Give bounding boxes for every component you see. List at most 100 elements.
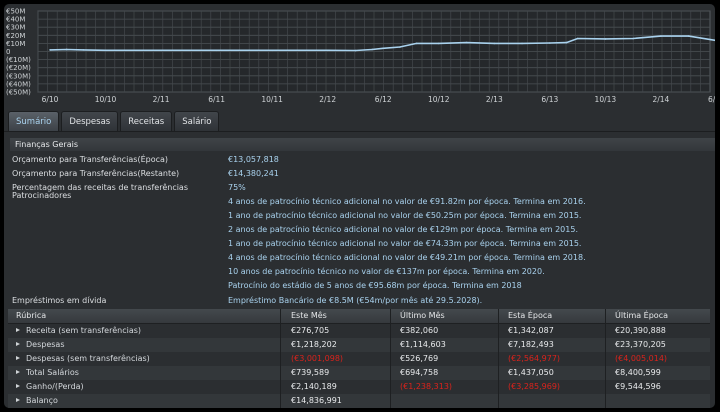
x-tick-label: 10/13	[595, 95, 617, 104]
expand-arrow-icon[interactable]	[16, 397, 20, 402]
table-cell: €739,589	[291, 368, 330, 377]
table-row[interactable]: Receita (sem transferências) €276,705 €382…	[8, 324, 710, 338]
tab-bar: Sumário Despesas Receitas Salário	[8, 111, 221, 131]
column-divider	[498, 309, 499, 323]
finance-row: 4 anos de patrocínio técnico adicional n…	[8, 252, 708, 264]
table-cell: (€1,238,313)	[400, 382, 453, 391]
tab-expenses[interactable]: Despesas	[61, 111, 119, 131]
table-cell: €1,114,603	[400, 340, 446, 349]
table-row[interactable]: Despesas (sem transferências) (€3,001,098…	[8, 352, 710, 366]
data-point	[660, 35, 662, 37]
table-row[interactable]: Total Salários €739,589 €694,758 €1,437,050…	[8, 366, 710, 380]
finance-row-value: Patrocínio do estádio de 5 anos de €95.6…	[228, 281, 522, 290]
finance-row-value: 4 anos de patrocínio técnico adicional n…	[228, 197, 586, 206]
tab-income[interactable]: Receitas	[120, 111, 173, 131]
finance-row-value: 2 anos de patrocínio técnico adicional n…	[228, 225, 578, 234]
expand-arrow-icon[interactable]	[16, 341, 20, 346]
expand-arrow-icon[interactable]	[16, 383, 20, 388]
finance-row-value: 75%	[228, 183, 246, 192]
table-cell: €1,218,202	[291, 340, 337, 349]
column-divider	[390, 338, 391, 352]
column-divider	[390, 309, 391, 323]
data-point	[82, 49, 85, 51]
table-row-label-cell: Receita (sem transferências)	[16, 324, 141, 338]
data-point	[271, 49, 273, 52]
data-point	[565, 41, 568, 44]
x-tick-label: 2/11	[153, 95, 170, 104]
table-cell: €23,370,205	[615, 340, 666, 349]
table-row-label-cell: Balanço	[16, 394, 58, 408]
column-divider	[605, 380, 606, 394]
finance-row-value: 1 ano de patrocínio técnico adicional no…	[228, 239, 582, 248]
table-cell: €694,758	[400, 368, 439, 377]
table-row-label: Despesas (sem transferências)	[26, 354, 150, 363]
finance-row: 2 anos de patrocínio técnico adicional n…	[8, 224, 708, 236]
table-cell: (€4,005,014)	[615, 354, 668, 363]
finance-row-value: 1 ano de patrocínio técnico adicional no…	[228, 211, 582, 220]
table-cell: €382,060	[400, 326, 439, 335]
table-cell: €14,836,991	[291, 396, 342, 405]
tab-summary[interactable]: Sumário	[8, 111, 60, 131]
finance-row-value: €13,057,818	[228, 155, 279, 164]
y-tick-label: €40M	[6, 16, 25, 24]
expand-arrow-icon[interactable]	[16, 327, 20, 332]
column-divider	[280, 309, 281, 323]
column-divider	[498, 394, 499, 408]
finance-row-label: Empréstimos em dívida	[12, 296, 107, 305]
finance-window: €50M €40M €30M €20M €10M 0 (€10M) (€20M) (€30M)(…	[4, 4, 715, 408]
table-header: Rúbrica Este Mês Último Mês Esta Época Ú…	[8, 309, 710, 324]
table-cell: (€3,285,969)	[508, 382, 561, 391]
x-tick-label: 10/12	[428, 95, 450, 104]
data-point	[160, 49, 162, 52]
column-divider	[498, 352, 499, 366]
finance-row: 10 anos de patrocínio técnico no valor d…	[8, 266, 708, 278]
table-cell: €526,769	[400, 354, 439, 363]
column-divider	[390, 394, 391, 408]
table-cell: €20,390,888	[615, 326, 666, 335]
column-header-this-season[interactable]: Esta Época	[508, 311, 553, 320]
column-divider	[280, 352, 281, 366]
y-tick-label: €10M	[6, 40, 25, 48]
column-divider	[498, 380, 499, 394]
column-divider	[605, 324, 606, 338]
table-row-label: Receita (sem transferências)	[26, 326, 142, 335]
table-cell: €7,182,493	[508, 340, 554, 349]
column-divider	[498, 338, 499, 352]
column-divider	[498, 324, 499, 338]
data-point	[104, 49, 107, 52]
data-point	[415, 42, 418, 45]
column-divider	[280, 394, 281, 408]
table-cell: (€3,001,098)	[291, 354, 344, 363]
finance-row-value: 10 anos de patrocínio técnico no valor d…	[228, 267, 545, 276]
column-divider	[280, 366, 281, 380]
data-point	[326, 49, 329, 52]
expand-arrow-icon[interactable]	[16, 369, 20, 374]
column-header-last-month[interactable]: Último Mês	[400, 311, 445, 320]
table-row-label: Despesas	[26, 340, 65, 349]
data-point	[49, 49, 51, 51]
finance-row-label: Orçamento para Transferências(Restante)	[12, 169, 180, 178]
y-tick-label: 0	[6, 48, 10, 56]
data-point	[521, 42, 523, 45]
data-point	[65, 48, 68, 51]
column-divider	[390, 380, 391, 394]
table-row[interactable]: Balanço €14,836,991	[8, 394, 710, 408]
column-header-this-month[interactable]: Este Mês	[291, 311, 327, 320]
column-header-item[interactable]: Rúbrica	[16, 311, 47, 320]
table-row[interactable]: Despesas €1,218,202 €1,114,603 €7,182,493 €2…	[8, 338, 710, 352]
table-cell: €1,437,050	[508, 368, 554, 377]
finance-row: 1 ano de patrocínio técnico adicional no…	[8, 238, 708, 250]
y-tick-label: €30M	[6, 24, 25, 32]
tab-divider	[4, 131, 715, 132]
balance-chart-svg: €50M€40M€30M€20M€10M0(€10M)(€20M)(€30M)(…	[6, 8, 715, 104]
series-line	[49, 35, 715, 52]
column-header-last-season[interactable]: Última Época	[615, 311, 669, 320]
finance-row: Patrocínio do estádio de 5 anos de €95.6…	[8, 280, 708, 292]
x-tick-label: 6/11	[208, 95, 225, 104]
expand-arrow-icon[interactable]	[16, 355, 20, 360]
column-divider	[390, 324, 391, 338]
table-row[interactable]: Ganho/(Perda) €2,140,189 (€1,238,313) (€3,2…	[8, 380, 710, 394]
data-point	[371, 48, 373, 51]
finance-row: 1 ano de patrocínio técnico adicional no…	[8, 210, 708, 222]
tab-salary[interactable]: Salário	[174, 111, 220, 131]
